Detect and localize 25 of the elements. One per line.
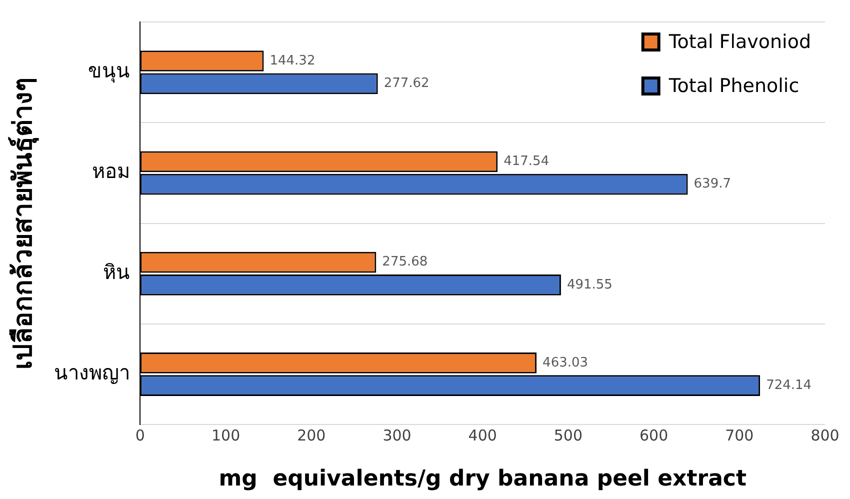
y-tick-label: หิน (103, 260, 130, 284)
x-tick-label: 800 (810, 426, 840, 444)
y-axis-title: เปลือกกล้วยสายพันธุ์ต่างๆ (7, 77, 40, 370)
data-label: 277.62 (384, 76, 430, 92)
data-label: 417.54 (504, 154, 550, 170)
x-tick-label: 300 (382, 426, 412, 444)
y-tick-label: หอม (92, 159, 130, 184)
x-tick-label: 500 (554, 426, 583, 444)
y-tick-label: ขนุน (88, 58, 130, 84)
data-label: 639.7 (694, 176, 731, 192)
data-label: 144.32 (270, 53, 316, 68)
x-tick-label: 400 (468, 426, 497, 444)
y-tick-label: นางพญา (54, 360, 130, 384)
x-tick-label: 0 (135, 426, 145, 444)
data-label: 463.03 (542, 355, 588, 370)
legend-label: Total Flavoniod (668, 30, 811, 53)
data-label: 724.14 (766, 378, 812, 393)
x-tick-label: 200 (297, 426, 326, 444)
data-label: 275.68 (382, 254, 428, 270)
x-tick-label: 100 (211, 426, 240, 444)
legend-label: Total Phenolic (668, 74, 800, 97)
x-tick-label: 700 (725, 426, 754, 444)
x-axis-title: mg equivalents/g dry banana peel extract (218, 466, 747, 492)
data-label: 491.55 (566, 277, 612, 292)
x-tick-label: 600 (639, 426, 668, 444)
